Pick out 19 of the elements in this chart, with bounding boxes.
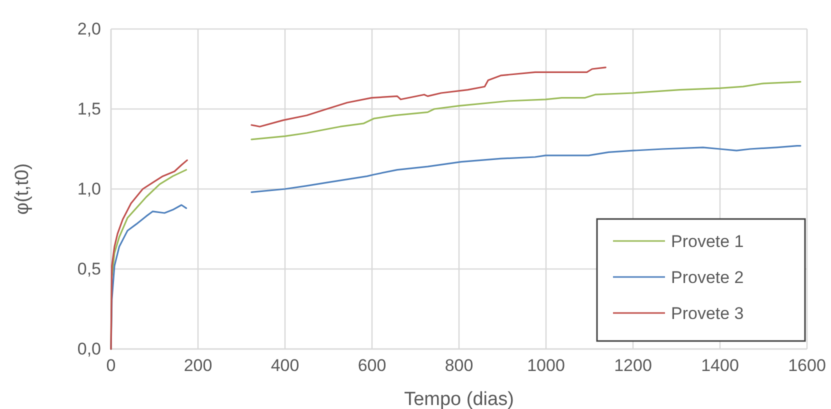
x-axis-title: Tempo (dias) [404,389,514,409]
legend-label: Provete 1 [671,232,744,251]
x-tick-label: 1600 [788,356,826,376]
y-tick-label: 1,0 [77,179,101,198]
x-tick-label: 200 [184,356,212,376]
y-tick-label: 1,5 [77,99,101,118]
x-tick-label: 400 [270,356,300,376]
legend-label: Provete 3 [671,304,744,323]
x-tick-label: 1400 [701,356,739,376]
x-tick-label: 1000 [527,356,565,376]
legend-label: Provete 2 [671,268,744,287]
x-tick-label: 600 [358,356,386,376]
y-tick-label: 0,5 [77,259,101,278]
y-axis-title: φ(t,t0) [12,163,33,215]
y-tick-label: 2,0 [77,19,101,38]
x-tick-label: 0 [106,356,116,376]
x-tick-label: 1200 [614,356,652,376]
x-tick-label: 800 [444,356,474,376]
y-tick-label: 0,0 [77,339,101,358]
